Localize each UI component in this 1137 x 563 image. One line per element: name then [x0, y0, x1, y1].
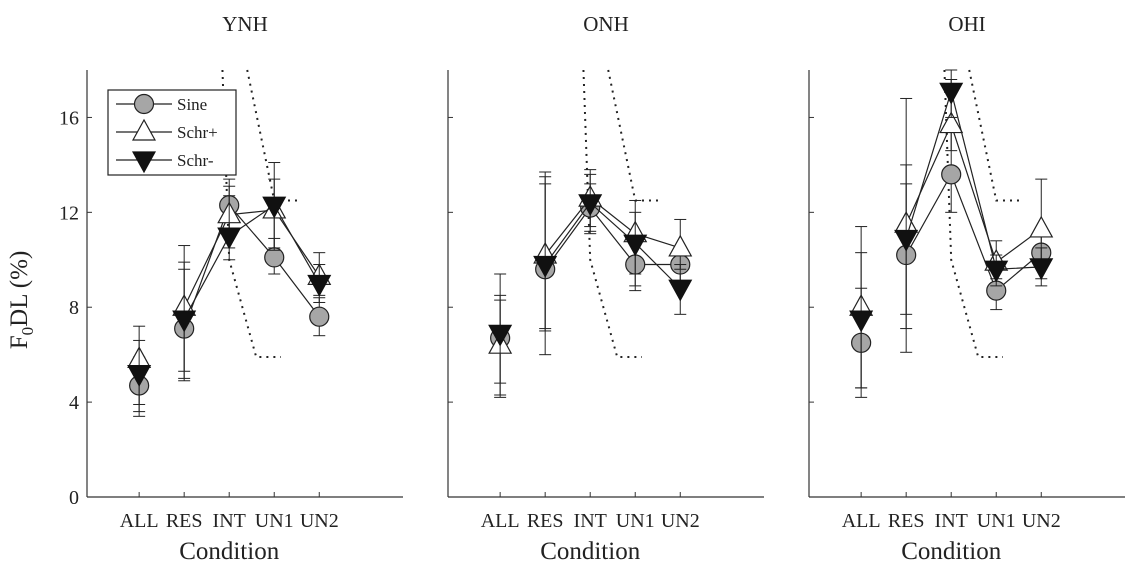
series-line	[905, 172, 1042, 292]
data-point	[623, 234, 648, 257]
chart-panel-3: ALL RES INT UN1 UN2 OHI Condition	[808, 12, 1125, 563]
y-tick-label: 0	[69, 487, 79, 509]
x-axis-label: Condition	[901, 538, 1002, 563]
x-tick-label: UN1	[977, 510, 1016, 532]
legend: Sine Schr+ Schr-	[107, 89, 237, 176]
y-axis-label: F0DL (%)	[6, 251, 37, 350]
series-schr-	[127, 178, 332, 417]
data-point	[1029, 215, 1054, 238]
series-schr-	[849, 69, 1054, 389]
series-line	[183, 204, 320, 329]
x-tick-label: INT	[935, 510, 968, 532]
series-line	[544, 197, 681, 256]
x-tick-label: RES	[166, 510, 203, 532]
x-tick-label: INT	[574, 510, 607, 532]
series-line	[544, 201, 681, 289]
series-line	[905, 89, 1042, 270]
series-schr-	[488, 173, 693, 384]
x-tick-label: UN1	[616, 510, 655, 532]
legend-marker	[131, 118, 157, 141]
reference-dotted-line	[607, 69, 663, 202]
y-tick-label: 8	[69, 297, 79, 319]
legend-marker	[133, 93, 155, 115]
data-point	[941, 164, 962, 185]
legend-marker	[131, 151, 157, 174]
data-point	[578, 194, 603, 217]
series-schr-	[849, 78, 1054, 389]
series-sine	[851, 131, 1052, 398]
series-line	[183, 209, 320, 308]
data-point	[307, 274, 332, 297]
data-point	[488, 324, 513, 347]
data-point	[1029, 258, 1054, 281]
data-point	[668, 234, 693, 257]
data-point	[127, 365, 152, 387]
data-point	[894, 229, 919, 252]
data-point	[172, 310, 197, 333]
x-tick-label: RES	[888, 510, 925, 532]
y-tick-label: 16	[59, 107, 79, 129]
x-tick-label: ALL	[120, 510, 159, 532]
data-point	[939, 111, 964, 134]
x-tick-label: INT	[213, 510, 246, 532]
x-axis-label: Condition	[179, 538, 280, 563]
x-tick-label: UN2	[300, 510, 339, 532]
x-axis-label: Condition	[540, 538, 641, 563]
data-point	[309, 306, 330, 327]
x-tick-label: RES	[527, 510, 564, 532]
legend-label: Sine	[177, 95, 207, 114]
data-point	[849, 310, 874, 333]
panel-title: ONH	[583, 12, 629, 36]
series-line	[183, 204, 320, 320]
panel-title: YNH	[222, 12, 268, 36]
x-tick-label: ALL	[842, 510, 881, 532]
chart-panel-2: ALL RES INT UN1 UN2 ONH Condition	[447, 12, 764, 563]
reference-dotted-line	[943, 69, 1003, 359]
series-line	[905, 122, 1042, 264]
x-tick-label: UN1	[255, 510, 294, 532]
data-point	[939, 82, 964, 105]
x-tick-label: UN2	[661, 510, 700, 532]
reference-dotted-line	[968, 69, 1024, 202]
data-point	[668, 279, 693, 302]
legend-label: Schr+	[177, 123, 218, 142]
data-point	[217, 227, 242, 250]
chart-panel-1: 0 4 8 12 16 ALL RES INT UN1 UN2 YNH Condition Sine Sc…	[59, 12, 403, 563]
x-tick-label: ALL	[481, 510, 520, 532]
x-tick-label: UN2	[1022, 510, 1061, 532]
data-point	[533, 255, 558, 278]
panel-title: OHI	[948, 12, 985, 36]
legend-label: Schr-	[177, 151, 214, 170]
data-point	[262, 196, 287, 219]
y-tick-label: 4	[69, 392, 79, 414]
series-line	[544, 206, 681, 270]
y-tick-label: 12	[59, 202, 79, 224]
data-point	[984, 260, 1009, 283]
